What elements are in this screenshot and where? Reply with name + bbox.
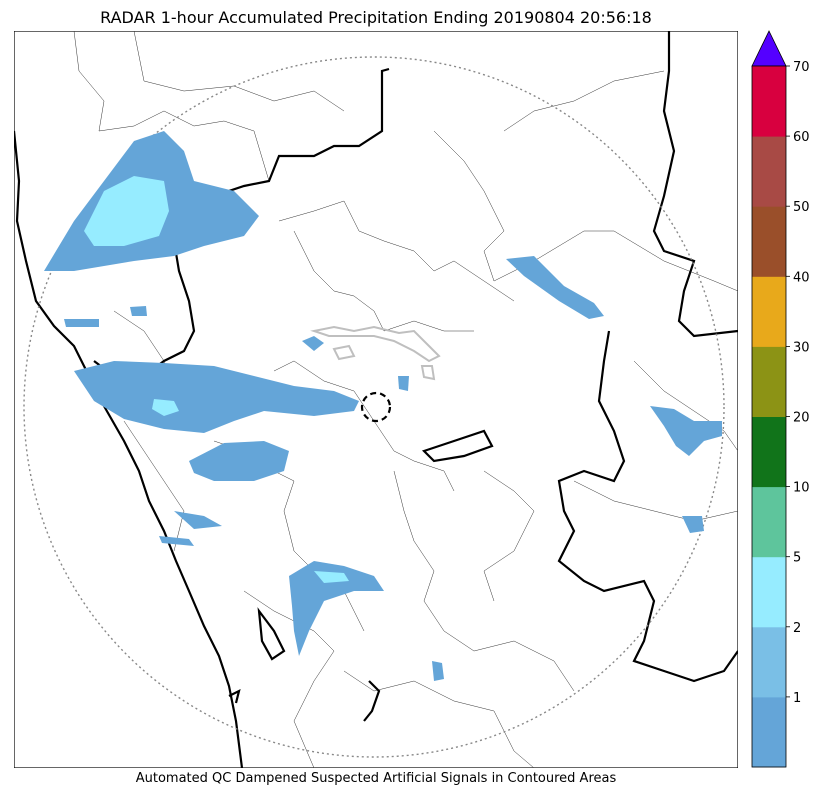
- district-boundary: [343, 670, 535, 768]
- precip-area-light: [174, 511, 222, 529]
- state-boundary: [257, 607, 286, 661]
- district-boundary: [633, 360, 738, 452]
- colorbar-segment: [752, 276, 786, 347]
- colorbar-tick-label: 2: [793, 621, 801, 636]
- colorbar: 1 2 5 10 20 30 40 50 60 70: [751, 30, 810, 768]
- colorbar-tick-label: 20: [793, 411, 810, 426]
- colorbar-segment: [752, 696, 786, 768]
- state-boundary: [421, 429, 494, 463]
- district-boundary: [123, 420, 185, 552]
- qc-contour: [310, 325, 441, 363]
- district-boundary: [573, 480, 738, 522]
- district-boundary: [73, 31, 270, 182]
- district-boundary: [393, 470, 575, 692]
- precip-area-moderate: [84, 176, 169, 246]
- precip-area-light: [289, 561, 384, 656]
- colorbar-tick-label: 50: [793, 200, 810, 215]
- district-boundary: [503, 70, 665, 132]
- map-caption: Automated QC Dampened Suspected Artifici…: [135, 771, 617, 786]
- colorbar-extend-arrow: [751, 30, 787, 67]
- precip-area-light: [506, 256, 604, 319]
- district-boundary: [133, 31, 345, 112]
- colorbar-tick-label: 60: [793, 130, 810, 145]
- precip-area-moderate: [314, 571, 349, 583]
- chart-title: RADAR 1-hour Accumulated Precipitation E…: [100, 8, 652, 27]
- radar-map: [14, 31, 738, 768]
- colorbar-segment: [752, 626, 786, 698]
- colorbar-tick-label: 40: [793, 270, 810, 285]
- colorbar-tick-label: 1: [793, 691, 801, 706]
- qc-contours: [310, 325, 441, 381]
- state-boundary: [228, 688, 241, 704]
- district-boundary: [278, 200, 515, 302]
- coastline: [14, 130, 244, 768]
- colorbar-tick-label: 30: [793, 340, 810, 355]
- range-ring: [23, 56, 725, 758]
- district-boundary: [243, 590, 335, 768]
- precip-area-light: [130, 306, 147, 316]
- precip-area-light: [302, 336, 324, 351]
- qc-contour: [332, 344, 356, 361]
- precip-area-light: [64, 319, 99, 327]
- precip-area-light: [74, 361, 359, 433]
- colorbar-segment: [752, 416, 786, 488]
- precip-area-light: [650, 406, 722, 456]
- colorbar-segment: [752, 206, 786, 277]
- state-boundary: [557, 330, 738, 683]
- colorbar-segment: [752, 136, 786, 207]
- district-boundary: [483, 470, 535, 602]
- colorbar-segment: [752, 346, 786, 417]
- precip-area-light: [682, 516, 704, 533]
- qc-contour: [420, 365, 436, 381]
- precipitation-areas: [44, 131, 722, 681]
- district-boundary: [293, 230, 474, 332]
- state-boundary: [363, 680, 381, 722]
- colorbar-tick-label: 5: [793, 551, 801, 566]
- colorbar-segment: [752, 66, 786, 137]
- precip-area-moderate: [152, 399, 179, 416]
- colorbar-tick-label: 70: [793, 60, 810, 75]
- precip-area-light: [432, 661, 444, 681]
- colorbar-segment: [752, 486, 786, 558]
- precip-area-light: [398, 376, 409, 391]
- colorbar-segment: [752, 556, 786, 628]
- state-boundary: [652, 31, 738, 338]
- radar-site-marker: [360, 391, 392, 423]
- precip-area-light: [159, 536, 194, 546]
- precip-area-light: [189, 441, 289, 481]
- district-boundary: [433, 130, 738, 292]
- colorbar-tick-label: 10: [793, 481, 810, 496]
